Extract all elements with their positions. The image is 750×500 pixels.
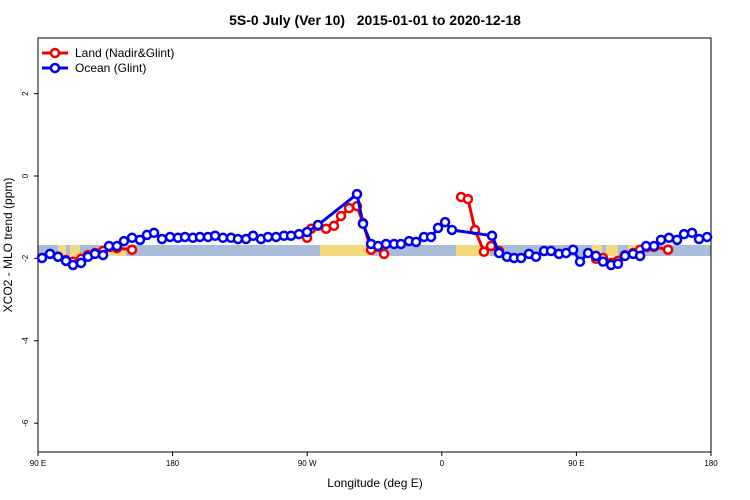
data-point [156, 233, 168, 245]
legend-item: Land (Nadir&Glint) [42, 46, 174, 60]
data-point [648, 240, 660, 252]
data-point [52, 251, 64, 262]
data-point [285, 230, 297, 241]
data-point [312, 219, 324, 231]
data-point [530, 251, 542, 262]
data-point [126, 244, 138, 255]
data-point [493, 247, 505, 259]
legend-marker [49, 62, 61, 74]
data-point [634, 250, 646, 262]
data-point [671, 234, 683, 246]
legend-marker [49, 47, 61, 59]
data-point [217, 232, 229, 244]
data-point [97, 249, 109, 261]
data-point [410, 236, 422, 248]
land-band [58, 245, 66, 256]
data-point [351, 188, 363, 200]
data-point [462, 193, 474, 205]
data-point [134, 234, 146, 246]
data-point [301, 226, 313, 238]
land-band [70, 245, 80, 256]
data-point [262, 231, 274, 243]
data-point [701, 231, 713, 243]
data-point [478, 246, 490, 258]
data-point [328, 220, 340, 232]
data-point [380, 238, 392, 250]
chart-title: 5S-0 July (Ver 10) 2015-01-01 to 2020-12… [229, 12, 521, 28]
data-point [335, 210, 347, 222]
data-point [619, 250, 631, 262]
data-point [378, 248, 390, 260]
land-band [320, 245, 372, 256]
x-tick-label: 90 E [568, 459, 584, 468]
data-point [597, 256, 609, 267]
data-point [75, 257, 87, 269]
y-tick-label: 2 [21, 91, 30, 96]
data-point [590, 250, 602, 262]
data-point [232, 233, 244, 245]
data-point [693, 233, 705, 245]
data-point [612, 258, 624, 269]
data-point [663, 232, 675, 244]
data-point [148, 227, 160, 239]
data-point [118, 235, 130, 247]
x-tick-label: 180 [704, 459, 718, 468]
data-point [425, 231, 437, 243]
data-point [357, 218, 369, 230]
data-point [678, 228, 690, 240]
series [36, 188, 713, 271]
land-band [456, 245, 490, 256]
data-point [194, 231, 206, 243]
legend-label: Land (Nadir&Glint) [75, 46, 174, 60]
data-point [36, 252, 48, 264]
x-axis-label: Longitude (deg E) [327, 476, 422, 490]
data-point [515, 252, 527, 264]
legend-label: Ocean (Glint) [75, 61, 146, 75]
data-point [432, 222, 444, 234]
y-tick-label: -6 [21, 419, 30, 427]
x-tick-label: 90 E [30, 459, 46, 468]
y-tick-label: 0 [21, 173, 30, 178]
y-tick-label: -2 [21, 254, 30, 262]
data-point [486, 230, 498, 241]
x-tick-label: 90 W [298, 459, 317, 468]
data-point [44, 248, 56, 260]
data-point [89, 248, 101, 260]
data-point [270, 231, 282, 243]
data-point [574, 256, 586, 267]
data-point [662, 244, 674, 255]
legend-item: Ocean (Glint) [42, 61, 146, 75]
plot-frame [37, 37, 712, 453]
data-point [446, 224, 458, 236]
data-point [111, 240, 123, 252]
data-point [686, 227, 698, 239]
land-band [592, 245, 602, 256]
data-point [293, 228, 305, 240]
data-point [545, 245, 557, 257]
data-point [567, 244, 579, 255]
data-point [439, 216, 451, 228]
x-tick-label: 0 [440, 459, 445, 468]
data-point [67, 259, 79, 271]
data-point [395, 238, 407, 250]
y-tick-label: -4 [21, 337, 30, 345]
x-tick-label: 180 [166, 459, 180, 468]
land-band [606, 245, 618, 256]
y-axis-label: XCO2 - MLO trend (ppm) [1, 178, 15, 313]
